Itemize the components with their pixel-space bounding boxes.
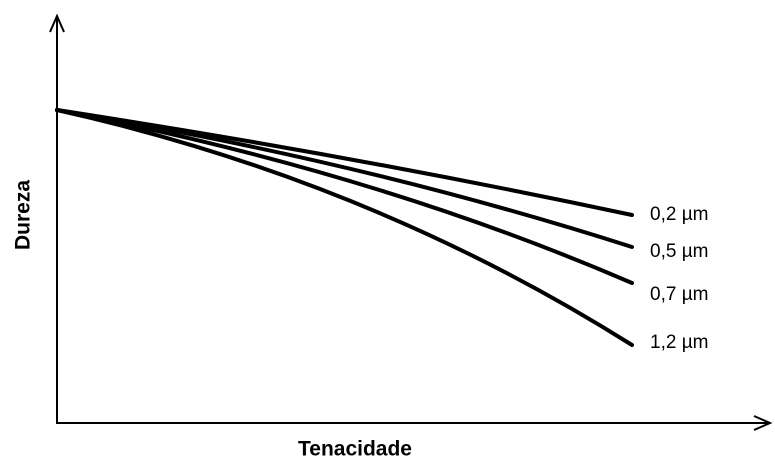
- curve-label: 1,2 µm: [650, 332, 708, 353]
- y-arrow: [49, 13, 65, 33]
- x-arrow: [753, 415, 773, 431]
- curve-label: 0,2 µm: [650, 204, 708, 225]
- x-axis-title: Tenacidade: [298, 438, 412, 461]
- axes: [56, 18, 768, 424]
- curve-label: 0,7 µm: [650, 284, 708, 305]
- curve: [55, 108, 634, 285]
- y-axis-title: Dureza: [12, 180, 35, 250]
- curve: [55, 108, 634, 249]
- curve: [55, 108, 634, 347]
- curve-label: 0,5 µm: [650, 241, 708, 262]
